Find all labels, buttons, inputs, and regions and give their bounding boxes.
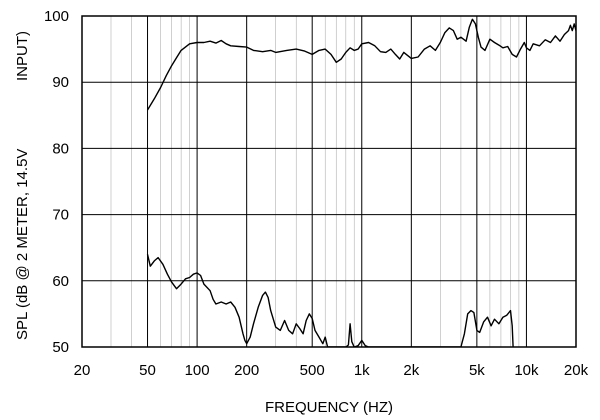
plot-frame	[81, 15, 577, 348]
x-tick-label: 1k	[354, 362, 370, 379]
x-tick-label: 10k	[514, 362, 539, 379]
x-tick-label: 2k	[403, 362, 419, 379]
series-line-1	[146, 18, 576, 111]
y-tick-label: 100	[44, 8, 69, 25]
y-tick-label: 90	[52, 74, 69, 91]
y-axis-title-right: INPUT)	[14, 31, 31, 81]
x-tick-labels: 20 50 100 200 500 1k 2k 5k 10k 20k	[74, 362, 589, 379]
x-tick-label: 20k	[564, 362, 589, 379]
grid-lines	[81, 15, 577, 348]
x-tick-label: 100	[185, 362, 210, 379]
y-tick-labels: 50 60 70 80 90 100	[44, 8, 69, 356]
y-tick-label: 60	[52, 273, 69, 290]
x-tick-label: 20	[74, 362, 91, 379]
y-tick-label: 80	[52, 140, 69, 157]
x-tick-label: 500	[300, 362, 325, 379]
series-line-2	[146, 254, 514, 347]
y-axis-title-left: SPL (dB @ 2 METER, 14.5V	[14, 149, 31, 340]
y-tick-label: 70	[52, 207, 69, 224]
y-tick-label: 50	[52, 339, 69, 356]
x-tick-label: 5k	[469, 362, 485, 379]
x-tick-label: 200	[234, 362, 259, 379]
x-axis-title: FREQUENCY (HZ)	[265, 399, 393, 416]
response-curves	[146, 18, 576, 347]
x-tick-label: 50	[139, 362, 156, 379]
